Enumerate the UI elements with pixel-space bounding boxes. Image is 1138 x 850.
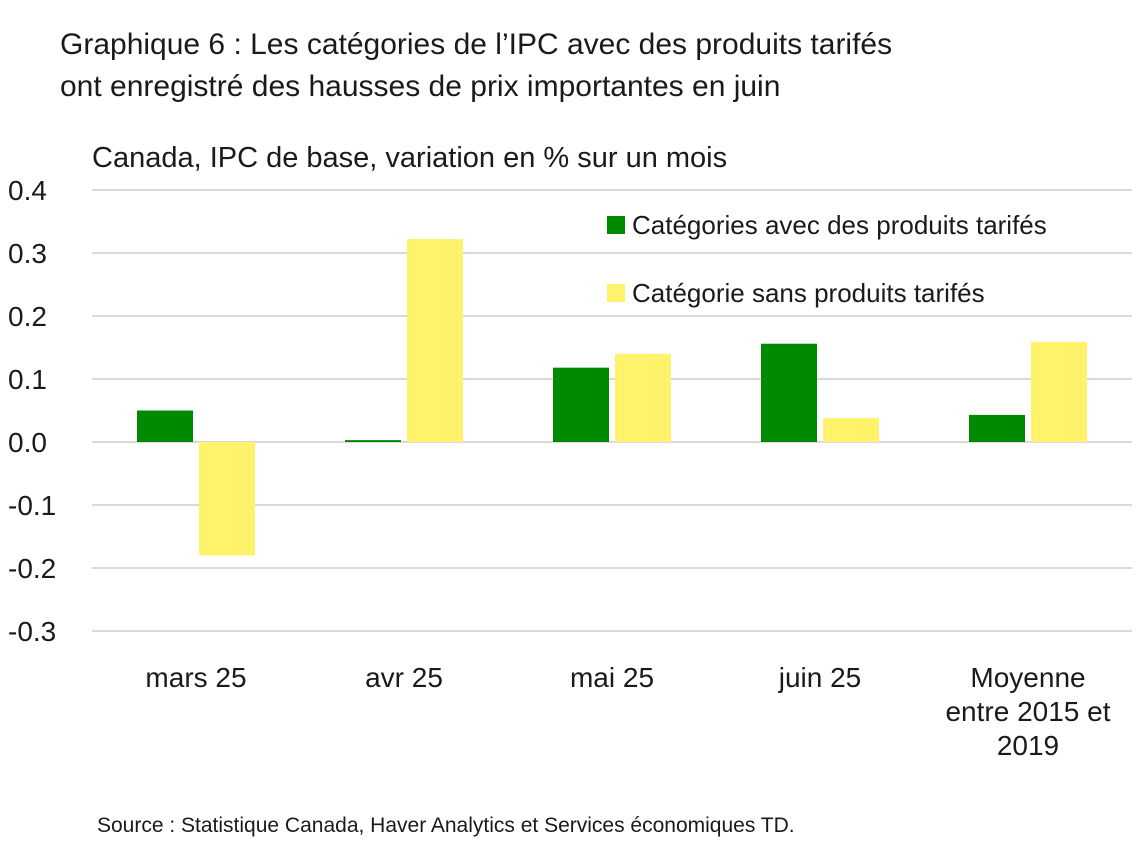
gridlines	[92, 189, 1132, 632]
legend-swatch	[607, 216, 625, 234]
y-tick-label: 0.2	[8, 301, 47, 332]
chart-subtitle: Canada, IPC de base, variation en % sur …	[92, 142, 728, 174]
source-note: Source : Statistique Canada, Haver Analy…	[97, 814, 795, 837]
bar-tariffed	[137, 410, 193, 442]
legend: Catégories avec des produits tarifés Caté…	[607, 210, 1047, 308]
legend-label: Catégories avec des produits tarifés	[632, 210, 1047, 240]
bar-non-tariffed	[1031, 341, 1087, 442]
bar-tariffed	[553, 367, 609, 442]
x-tick-label: mai 25	[570, 662, 654, 693]
y-tick-label: -0.3	[8, 616, 56, 647]
chart-title-line-1: Graphique 6 : Les catégories de l’IPC av…	[60, 28, 893, 61]
x-tick-label: Moyenne	[970, 662, 1085, 693]
bar-non-tariffed	[407, 239, 463, 442]
bars	[137, 239, 1087, 556]
bar-tariffed	[761, 343, 817, 442]
chart-title-line-2: ont enregistré des hausses de prix impor…	[60, 70, 781, 103]
x-tick-label: mars 25	[145, 662, 246, 693]
y-axis-tick-labels: 0.4 0.3 0.2 0.1 0.0 -0.1 -0.2 -0.3	[8, 175, 56, 647]
y-tick-label: -0.1	[8, 490, 56, 521]
bar-tariffed	[969, 414, 1025, 442]
y-tick-label: 0.4	[8, 175, 47, 206]
y-tick-label: 0.3	[8, 238, 47, 269]
x-tick-label: juin 25	[778, 662, 862, 693]
x-tick-label: avr 25	[365, 662, 443, 693]
legend-label: Catégorie sans produits tarifés	[632, 278, 985, 308]
legend-swatch	[607, 284, 625, 302]
chart-title: Graphique 6 : Les catégories de l’IPC av…	[60, 24, 1120, 108]
bar-non-tariffed	[823, 418, 879, 442]
y-tick-label: 0.0	[8, 427, 47, 458]
bar-tariffed	[345, 440, 401, 442]
bar-non-tariffed	[199, 442, 255, 556]
y-tick-label: 0.1	[8, 364, 47, 395]
x-tick-label: 2019	[997, 730, 1059, 761]
bar-non-tariffed	[615, 353, 671, 442]
y-tick-label: -0.2	[8, 553, 56, 584]
x-tick-label: entre 2015 et	[945, 696, 1110, 727]
